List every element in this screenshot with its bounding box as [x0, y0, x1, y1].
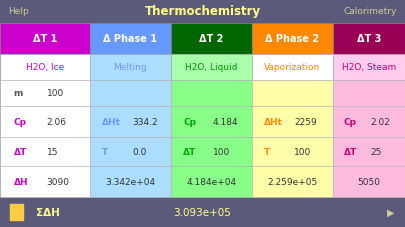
- Bar: [171, 24, 252, 54]
- Text: ΣΔH: ΣΔH: [36, 207, 60, 217]
- Bar: [10, 204, 23, 220]
- Bar: [333, 137, 405, 166]
- Bar: [252, 54, 333, 80]
- Text: 3.342e+04: 3.342e+04: [105, 177, 156, 186]
- Bar: [90, 80, 171, 106]
- Text: ΔT 2: ΔT 2: [199, 34, 224, 44]
- Text: 5050: 5050: [358, 177, 380, 186]
- Text: ΔT: ΔT: [183, 147, 196, 156]
- Bar: [171, 54, 252, 80]
- Bar: [333, 24, 405, 54]
- Text: 100: 100: [47, 89, 64, 98]
- Text: ΔHt: ΔHt: [102, 117, 121, 126]
- Text: H2O, Steam: H2O, Steam: [342, 63, 396, 72]
- Text: Cp: Cp: [13, 117, 26, 126]
- Bar: [90, 54, 171, 80]
- Bar: [171, 80, 252, 106]
- Text: Calorimetry: Calorimetry: [343, 7, 397, 16]
- Bar: [0, 106, 90, 137]
- Text: Melting: Melting: [113, 63, 147, 72]
- Bar: [171, 137, 252, 166]
- Bar: [0, 137, 90, 166]
- Text: 0.0: 0.0: [132, 147, 146, 156]
- Bar: [252, 24, 333, 54]
- Text: ΔT 1: ΔT 1: [33, 34, 57, 44]
- Bar: [252, 106, 333, 137]
- Text: ΔT: ΔT: [344, 147, 357, 156]
- Text: 2259: 2259: [294, 117, 317, 126]
- Bar: [252, 80, 333, 106]
- Text: Cp: Cp: [183, 117, 196, 126]
- Text: Thermochemistry: Thermochemistry: [145, 5, 260, 18]
- Bar: [90, 166, 171, 197]
- Text: 100: 100: [294, 147, 311, 156]
- Bar: [0, 24, 90, 54]
- Bar: [333, 54, 405, 80]
- Bar: [333, 80, 405, 106]
- Text: 2.02: 2.02: [371, 117, 390, 126]
- Text: ΔHt: ΔHt: [264, 117, 283, 126]
- Bar: [252, 166, 333, 197]
- Bar: [333, 166, 405, 197]
- Bar: [333, 106, 405, 137]
- Text: 15: 15: [47, 147, 58, 156]
- Bar: [0, 80, 90, 106]
- Bar: [90, 24, 171, 54]
- Bar: [0, 166, 90, 197]
- Bar: [90, 106, 171, 137]
- Text: T: T: [264, 147, 270, 156]
- Text: 2.06: 2.06: [47, 117, 67, 126]
- Bar: [0, 54, 90, 80]
- Text: ΔT 3: ΔT 3: [357, 34, 381, 44]
- Text: ▶: ▶: [387, 207, 395, 217]
- Text: m: m: [13, 89, 23, 98]
- Text: 100: 100: [213, 147, 230, 156]
- Text: 25: 25: [371, 147, 382, 156]
- Text: 4.184: 4.184: [213, 117, 239, 126]
- Text: ΔH: ΔH: [13, 177, 28, 186]
- Text: Δ Phase 2: Δ Phase 2: [265, 34, 320, 44]
- Text: Cp: Cp: [344, 117, 357, 126]
- Text: Δ Phase 1: Δ Phase 1: [103, 34, 158, 44]
- Text: ΔT: ΔT: [13, 147, 27, 156]
- Text: 4.184e+04: 4.184e+04: [186, 177, 237, 186]
- Bar: [252, 137, 333, 166]
- Text: 3090: 3090: [47, 177, 70, 186]
- Text: Vaporization: Vaporization: [264, 63, 320, 72]
- Text: 334.2: 334.2: [132, 117, 158, 126]
- Text: H2O, Liquid: H2O, Liquid: [185, 63, 238, 72]
- Bar: [90, 137, 171, 166]
- Text: T: T: [102, 147, 108, 156]
- Text: Help: Help: [8, 7, 29, 16]
- Text: H2O, Ice: H2O, Ice: [26, 63, 64, 72]
- Bar: [171, 166, 252, 197]
- Bar: [171, 106, 252, 137]
- Text: 3.093e+05: 3.093e+05: [174, 207, 231, 217]
- Text: 2.259e+05: 2.259e+05: [267, 177, 318, 186]
